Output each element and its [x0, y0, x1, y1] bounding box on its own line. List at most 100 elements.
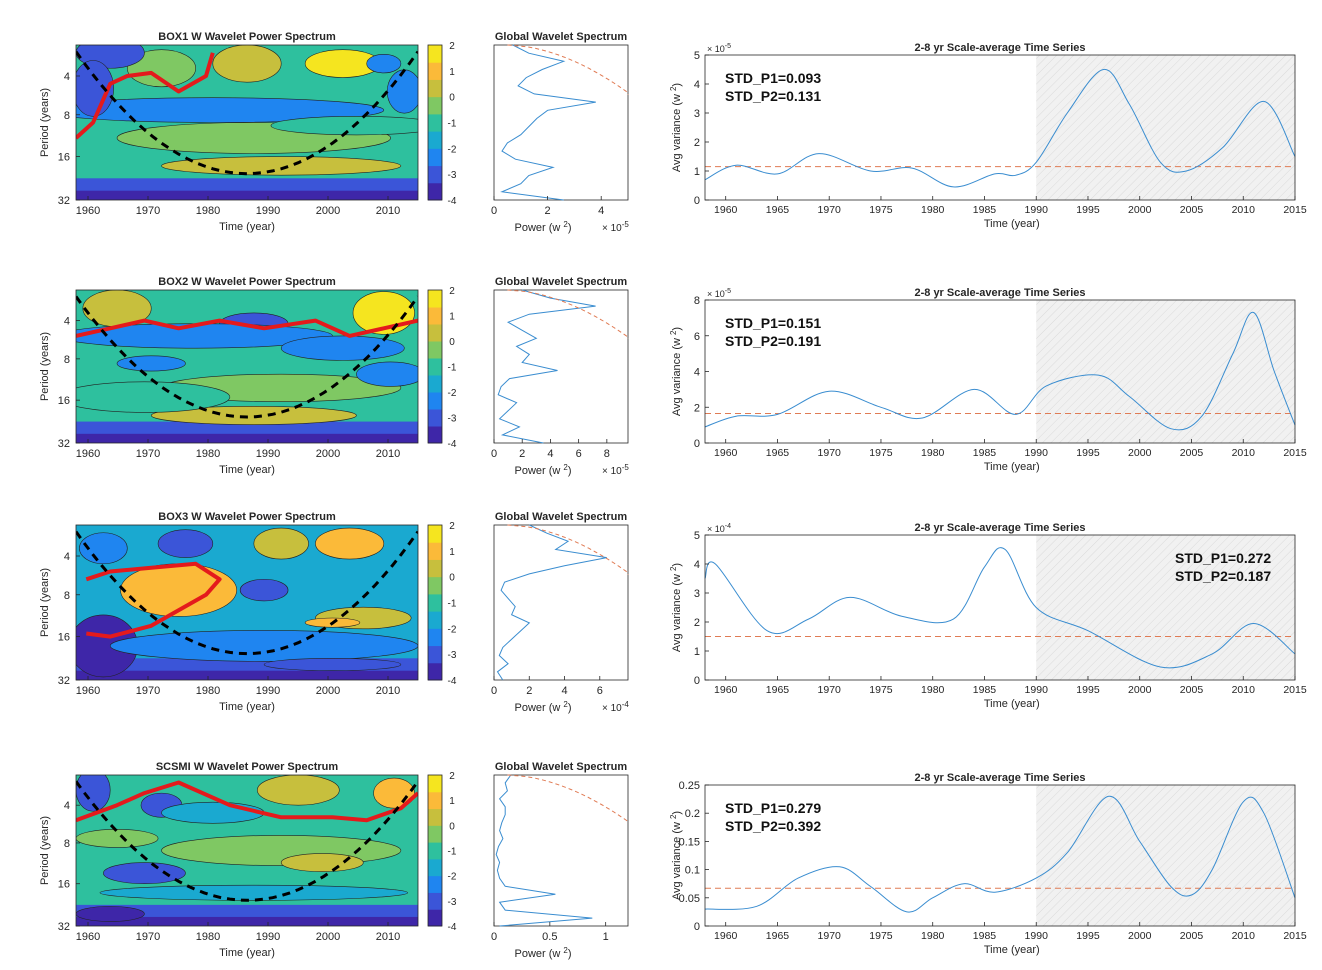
- series-xtick-label: 2015: [1283, 930, 1307, 942]
- series-panel: 2-8 yr Scale-average Time Series 0 1 2 3 4 5 × …: [669, 522, 1307, 710]
- series-ylabel-close: ): [671, 563, 683, 567]
- series-xtick-label: 1980: [921, 204, 945, 216]
- series-panel: 2-8 yr Scale-average Time Series 0 1 2 3 4 5 × …: [669, 42, 1307, 230]
- colorbar-tick-label: -2: [448, 144, 457, 155]
- global-xlabel-sup: 2: [563, 946, 568, 955]
- wavelet-frame: [75, 289, 419, 444]
- series-ylabel-sup: 2: [669, 566, 678, 571]
- colorbar-tick-label: 0: [449, 821, 455, 832]
- wavelet-ylabel: Period (years): [39, 816, 51, 885]
- wavelet-contour-region: [263, 657, 402, 671]
- series-ylabel: Avg variance (w 2): [669, 83, 683, 172]
- global-xlabel: Power (w 2): [515, 220, 572, 234]
- global-xtick-label: 4: [547, 448, 553, 460]
- colorbar-segment: [428, 559, 442, 578]
- wavelet-xtick-label: 1960: [76, 205, 100, 217]
- std-p2-label: STD_P2=0.187: [1175, 568, 1271, 584]
- wavelet-contour-region: [256, 775, 340, 806]
- colorbar-segment: [428, 858, 442, 877]
- colorbar-segment: [428, 892, 442, 910]
- series-ylabel: Avg variance (w 2): [669, 327, 683, 416]
- global-xtick-label: 0: [491, 931, 497, 943]
- series-exponent-value: -5: [725, 43, 731, 50]
- series-xtick-label: 1965: [766, 930, 790, 942]
- series-ytick-label: 4: [694, 79, 700, 91]
- wavelet-ytick-label: 32: [58, 438, 70, 450]
- series-xtick-label: 1990: [1025, 684, 1049, 696]
- series-xtick-label: 1980: [921, 684, 945, 696]
- colorbar-tick-label: -4: [448, 196, 457, 207]
- wavelet-contours: [76, 290, 418, 443]
- colorbar-segment: [428, 542, 442, 560]
- wavelet-panel: SCSMI W Wavelet Power Spectrum 4 8 16 32 1960…: [39, 761, 419, 959]
- colorbar-tick-label: -1: [448, 119, 457, 130]
- series-xtick-label: 1990: [1025, 204, 1049, 216]
- series-ytick-label: 5: [694, 50, 700, 62]
- colorbar-segment: [428, 324, 442, 342]
- colorbar-segment: [428, 307, 442, 325]
- wavelet-xtick-label: 1960: [76, 931, 100, 943]
- series-ylabel-text: Avg variance (w: [671, 822, 683, 900]
- colorbar-tick-label: 2: [449, 286, 455, 297]
- colorbar-segment: [428, 426, 442, 444]
- colorbar-segment: [428, 775, 442, 793]
- wavelet-ytick-label: 16: [58, 632, 70, 644]
- colorbar-frame: [427, 289, 443, 444]
- wavelet-significance-contour: [76, 318, 418, 338]
- series-line: [704, 311, 1296, 431]
- colorbar-segment: [428, 79, 442, 98]
- series-xtick-label: 2005: [1180, 447, 1204, 459]
- colorbar-tick-label: 2: [449, 521, 455, 532]
- wavelet-xlabel: Time (year): [219, 464, 275, 476]
- global-multiplier: × 10-4: [602, 700, 629, 714]
- global-xlabel-text: Power (w: [515, 465, 561, 477]
- colorbar-segment: [428, 875, 442, 893]
- colorbar-tick-label: -3: [448, 414, 457, 425]
- series-ylabel: Avg variance (w 2): [669, 811, 683, 900]
- wavelet-contour-region: [76, 829, 159, 848]
- std-p1-label: STD_P1=0.093: [725, 70, 821, 86]
- series-exponent-value: -5: [725, 288, 731, 295]
- global-xtick-label: 4: [598, 205, 604, 217]
- series-xtick-label: 1975: [869, 930, 893, 942]
- wavelet-significance-contour: [76, 780, 418, 823]
- global-xtick-label: 6: [597, 685, 603, 697]
- series-xlabel: Time (year): [984, 698, 1040, 710]
- colorbar-segment: [428, 96, 442, 115]
- series-ytick-label: 2: [694, 137, 700, 149]
- wavelet-ytick-label: 8: [64, 354, 70, 366]
- wavelet-xtick-label: 2010: [376, 931, 400, 943]
- global-xlabel-text: Power (w: [515, 948, 561, 960]
- series-ytick-label: 2: [694, 617, 700, 629]
- wavelet-xtick-label: 1980: [196, 931, 220, 943]
- colorbar-tick-label: -1: [448, 599, 457, 610]
- wavelet-contours: [76, 775, 418, 926]
- std-p1-label: STD_P1=0.151: [725, 315, 821, 331]
- series-ytick-label: 0.1: [685, 865, 700, 877]
- global-xlabel-close: ): [568, 948, 572, 960]
- series-xtick-label: 1985: [973, 930, 997, 942]
- global-xtick-label: 2: [526, 685, 532, 697]
- wavelet-contour-region: [161, 801, 265, 824]
- global-xtick-label: 1: [603, 931, 609, 943]
- global-frame: [493, 44, 629, 201]
- series-xtick-label: 1985: [973, 684, 997, 696]
- series-xtick-label: 2000: [1128, 447, 1152, 459]
- wavelet-ytick-label: 4: [64, 800, 70, 812]
- wavelet-xtick-label: 2010: [376, 448, 400, 460]
- wavelet-ytick-label: 4: [64, 551, 70, 563]
- wavelet-contour-region: [103, 862, 186, 885]
- series-ytick-label: 0.15: [679, 836, 700, 848]
- wavelet-frame: [75, 44, 419, 201]
- series-frame: [704, 54, 1296, 201]
- std-p1-label: STD_P1=0.272: [1175, 550, 1271, 566]
- colorbar-segment: [428, 645, 442, 664]
- series-title: 2-8 yr Scale-average Time Series: [914, 42, 1085, 54]
- series-title: 2-8 yr Scale-average Time Series: [914, 772, 1085, 784]
- series-frame: [704, 784, 1296, 927]
- series-ylabel-sup: 2: [669, 330, 678, 335]
- wavelet-ytick-label: 4: [64, 71, 70, 83]
- wavelet-title: SCSMI W Wavelet Power Spectrum: [156, 761, 339, 773]
